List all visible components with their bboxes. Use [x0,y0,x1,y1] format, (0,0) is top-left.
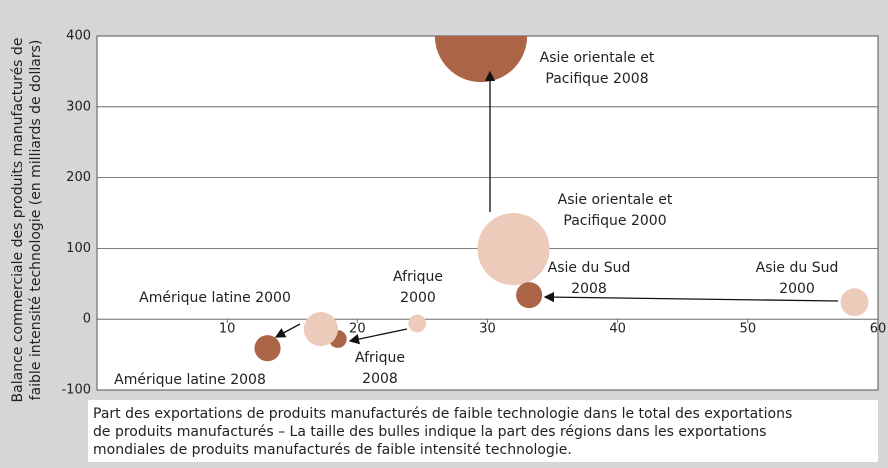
bubble-label: Asie orientale et [540,50,655,66]
bubble-label: 2008 [571,281,607,297]
x-axis-label: Part des exportations de produits manufa… [93,406,792,422]
bubble-label: Asie orientale et [558,192,673,208]
y-tick-label: 300 [66,99,91,114]
bubble-label: Asie du Sud [756,260,839,276]
y-axis-label: faible intensité technologie (en milliar… [28,40,44,401]
arrow [274,323,301,338]
x-tick-label: 50 [740,322,757,337]
arrow [543,291,839,303]
y-tick-label: 0 [83,312,91,327]
y-tick-label: 400 [66,29,91,44]
bubble-label: 2008 [362,371,398,387]
x-axis-label: mondiales de produits manufacturés de fa… [93,442,572,458]
bubble [254,335,281,362]
y-tick-label: -100 [61,383,91,398]
bubble-label: Amérique latine 2008 [114,372,266,388]
x-tick-label: 20 [349,322,366,337]
grid: -100 0 100 200 300 400 10 20 30 40 50 60 [61,29,886,398]
bubble [434,36,528,83]
bubble [840,288,869,317]
bubble-label: Pacifique 2008 [545,71,648,87]
x-axis-label: de produits manufacturés – La taille des… [93,424,766,440]
y-tick-label: 200 [66,170,91,185]
x-label-box [88,400,878,462]
x-tick-label: 40 [609,322,626,337]
y-axis-label: Balance commerciale des produits manufac… [10,38,26,403]
plot-area [96,35,879,391]
bubble-label: Amérique latine 2000 [139,290,291,306]
bubble-label: Afrique [355,350,405,366]
bubble-label: Afrique [393,269,443,285]
arrow [348,328,408,345]
y-tick-label: 100 [66,241,91,256]
x-tick-label: 30 [479,322,496,337]
bubble-label: Asie du Sud [548,260,631,276]
bubbles [254,36,869,362]
bubble-label: Pacifique 2000 [563,213,666,229]
bubble [477,213,550,286]
x-tick-label: 60 [870,322,887,337]
x-tick-label: 10 [219,322,236,337]
bubble [516,282,543,309]
bubble [408,314,427,333]
bubble-label: 2000 [400,290,436,306]
bubble [303,312,338,347]
labels: Asie orientale et Pacifique 2008 Asie orie… [114,50,838,388]
arrows [274,70,839,345]
bubble-label: 2000 [779,281,815,297]
